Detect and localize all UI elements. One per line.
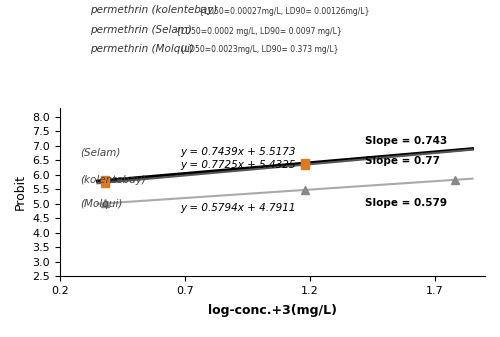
Y-axis label: Probit: Probit (14, 174, 27, 210)
Text: (Selam): (Selam) (80, 147, 120, 157)
Text: permethrin (kolentebay): permethrin (kolentebay) (90, 5, 218, 15)
Text: {LD50=0.0023mg/L, LD90= 0.373 mg/L}: {LD50=0.0023mg/L, LD90= 0.373 mg/L} (180, 45, 339, 55)
Text: permethrin (Selam): permethrin (Selam) (90, 25, 192, 35)
Text: (kolentebay): (kolentebay) (80, 175, 146, 185)
X-axis label: log-conc.+3(mg/L): log-conc.+3(mg/L) (208, 304, 337, 317)
Text: {LD50=0.0002 mg/L, LD90= 0.0097 mg/L}: {LD50=0.0002 mg/L, LD90= 0.0097 mg/L} (176, 27, 341, 36)
Text: y = 0.5794x + 4.7911: y = 0.5794x + 4.7911 (180, 203, 296, 213)
Text: Slope = 0.579: Slope = 0.579 (365, 198, 447, 208)
Text: Slope = 0.77: Slope = 0.77 (365, 156, 440, 166)
Text: {LD50=0.00027mg/L, LD90= 0.00126mg/L}: {LD50=0.00027mg/L, LD90= 0.00126mg/L} (199, 7, 370, 16)
Text: (Molqui): (Molqui) (80, 199, 122, 209)
Text: y = 0.7439x + 5.5173: y = 0.7439x + 5.5173 (180, 147, 296, 157)
Text: y = 0.7725x + 5.4325: y = 0.7725x + 5.4325 (180, 160, 296, 170)
Text: permethrin (Molqui): permethrin (Molqui) (90, 44, 194, 54)
Text: Slope = 0.743: Slope = 0.743 (365, 136, 448, 146)
